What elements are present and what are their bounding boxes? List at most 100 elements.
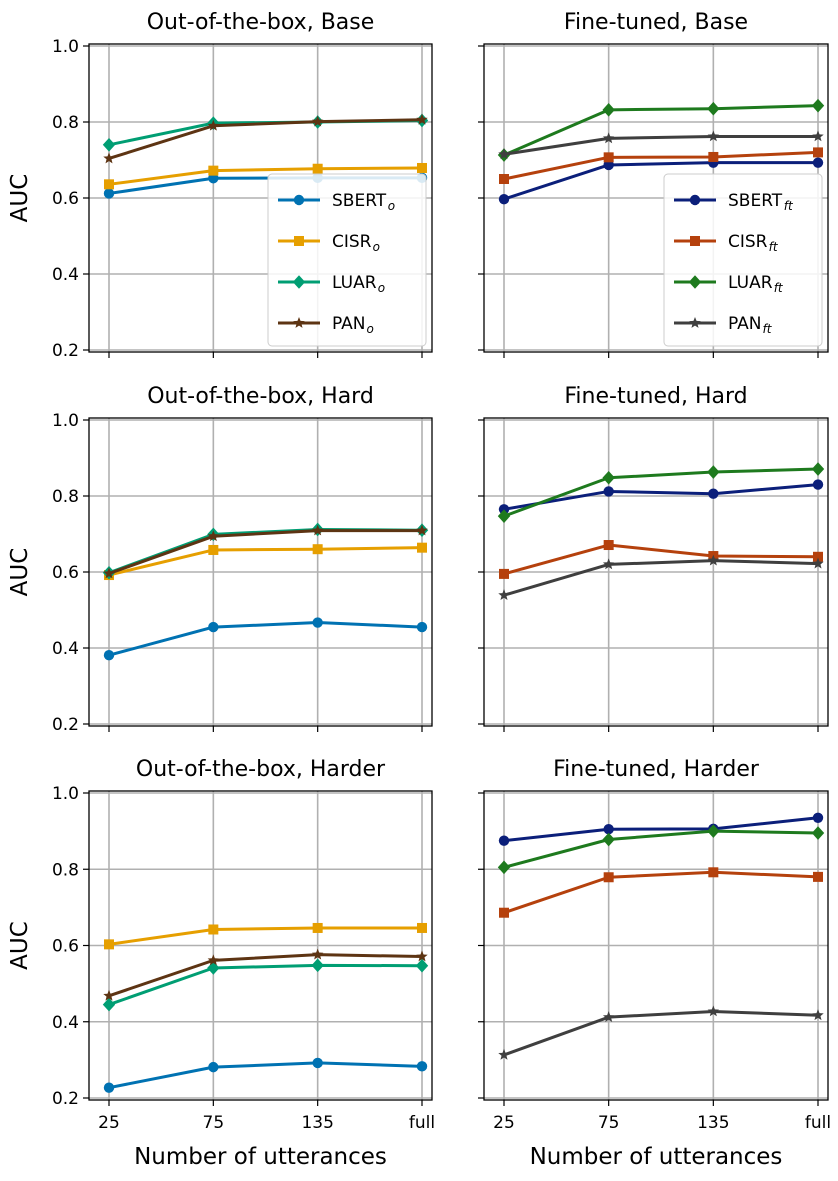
- panel-out-of-the-box-hard: 0.2 0.4 0.6 0.8 1.0 Out-of-the-box, Hard AUC: [7, 384, 433, 735]
- data-point-pan: [707, 1005, 720, 1017]
- series-cisr: [104, 162, 427, 190]
- data-point-pan: [498, 1048, 510, 1060]
- data-point-cisr: [813, 551, 823, 562]
- legend-label: SBERT: [728, 191, 783, 211]
- data-point-cisr: [813, 147, 823, 158]
- x-axis-label: Number of utterances: [530, 1144, 783, 1170]
- panel-out-of-the-box-base: 0.2 0.4 0.6 0.8 1.0 Out-of-the-box, Base AUC SB…: [7, 10, 433, 361]
- series-cisr: [499, 147, 823, 184]
- x-axis-label: Number of utterances: [134, 1144, 387, 1170]
- data-point-luar: [811, 462, 825, 476]
- data-point-pan: [602, 558, 615, 570]
- data-point-cisr: [417, 542, 427, 553]
- series-line-cisr: [108, 166, 423, 186]
- legend-subscript: ft: [784, 199, 794, 213]
- legend-label: CISR: [332, 232, 372, 252]
- data-point-pan: [103, 567, 115, 579]
- legend-box: [267, 173, 427, 347]
- data-point-pan: [812, 130, 824, 142]
- plot-frame: [88, 417, 433, 727]
- series-line-pan: [503, 1009, 819, 1057]
- legend-item-luar: LUAR o: [278, 273, 385, 295]
- series-luar: [497, 824, 825, 875]
- plot-frame: [483, 43, 829, 353]
- x-tick-label: 75: [203, 1113, 225, 1133]
- data-point-luar: [811, 826, 825, 840]
- data-point-luar: [311, 958, 324, 973]
- data-point-luar: [602, 103, 615, 117]
- y-tick-label: 1.0: [52, 784, 79, 804]
- data-point-sbert: [708, 488, 719, 499]
- plot-frame: [483, 417, 829, 727]
- data-point-luar: [497, 860, 511, 875]
- series-sbert: [498, 479, 824, 515]
- data-point-cisr: [312, 163, 323, 174]
- data-point-pan: [812, 557, 824, 569]
- data-point-luar: [102, 138, 116, 152]
- data-point-luar: [707, 101, 720, 116]
- data-point-cisr: [708, 151, 719, 162]
- data-point-pan: [103, 989, 115, 1001]
- data-point-pan: [416, 113, 428, 125]
- y-tick-label: 1.0: [52, 411, 79, 431]
- x-tick-label: 75: [598, 1113, 620, 1133]
- data-point-sbert: [812, 479, 824, 490]
- series-line-sbert: [503, 161, 818, 201]
- plot-frame: [88, 790, 433, 1101]
- legend-marker: [689, 194, 701, 206]
- data-point-sbert: [312, 1057, 323, 1069]
- series-line-cisr: [503, 870, 819, 915]
- panel-title: Fine-tuned, Harder: [553, 757, 760, 782]
- series-pan: [103, 948, 428, 1001]
- data-point-pan: [707, 130, 720, 142]
- series-luar: [102, 958, 429, 1012]
- series-line-cisr: [108, 926, 422, 946]
- x-tick-label: 135: [697, 1113, 729, 1133]
- series-sbert: [498, 812, 824, 846]
- legend-subscript: o: [373, 240, 380, 254]
- legend-subscript: o: [367, 322, 374, 336]
- legend-marker: [690, 236, 700, 246]
- data-point-cisr: [208, 924, 219, 935]
- series-line-pan: [503, 559, 819, 597]
- series-line-pan: [108, 953, 423, 998]
- series-line-luar: [503, 829, 819, 869]
- series-line-cisr: [503, 150, 819, 181]
- data-point-luar: [102, 997, 116, 1012]
- series-pan: [498, 130, 824, 160]
- legend-label: LUAR: [332, 273, 377, 293]
- series-pan: [498, 1005, 824, 1060]
- y-tick-label: 0.8: [52, 487, 79, 507]
- y-tick-label: 0.2: [52, 341, 79, 361]
- y-tick-label: 0.2: [52, 715, 79, 735]
- data-point-luar: [811, 98, 825, 113]
- series-line-sbert: [108, 621, 423, 657]
- series-pan: [103, 524, 428, 579]
- y-tick-label: 0.8: [52, 113, 79, 133]
- data-point-sbert: [312, 617, 323, 628]
- y-tick-label: 0.6: [52, 189, 79, 209]
- data-point-sbert: [498, 835, 510, 846]
- series-line-cisr: [503, 543, 819, 576]
- series-line-pan: [108, 118, 423, 160]
- legend-item-luar: LUAR ft: [674, 273, 784, 295]
- y-tick-label: 0.6: [52, 563, 79, 583]
- data-point-cisr: [104, 179, 114, 190]
- data-point-cisr: [603, 872, 614, 883]
- data-point-sbert: [103, 188, 115, 199]
- series-sbert: [103, 617, 428, 661]
- legend-label: LUAR: [728, 273, 773, 293]
- data-point-sbert: [416, 1061, 428, 1072]
- series-luar: [497, 462, 825, 523]
- series-line-pan: [503, 134, 818, 156]
- data-point-pan: [498, 148, 510, 160]
- legend-label: PAN: [728, 314, 762, 334]
- data-point-cisr: [208, 165, 219, 176]
- data-point-luar: [707, 824, 720, 838]
- data-point-pan: [311, 948, 324, 960]
- data-point-sbert: [498, 504, 510, 515]
- x-tick-label: full: [409, 1113, 435, 1133]
